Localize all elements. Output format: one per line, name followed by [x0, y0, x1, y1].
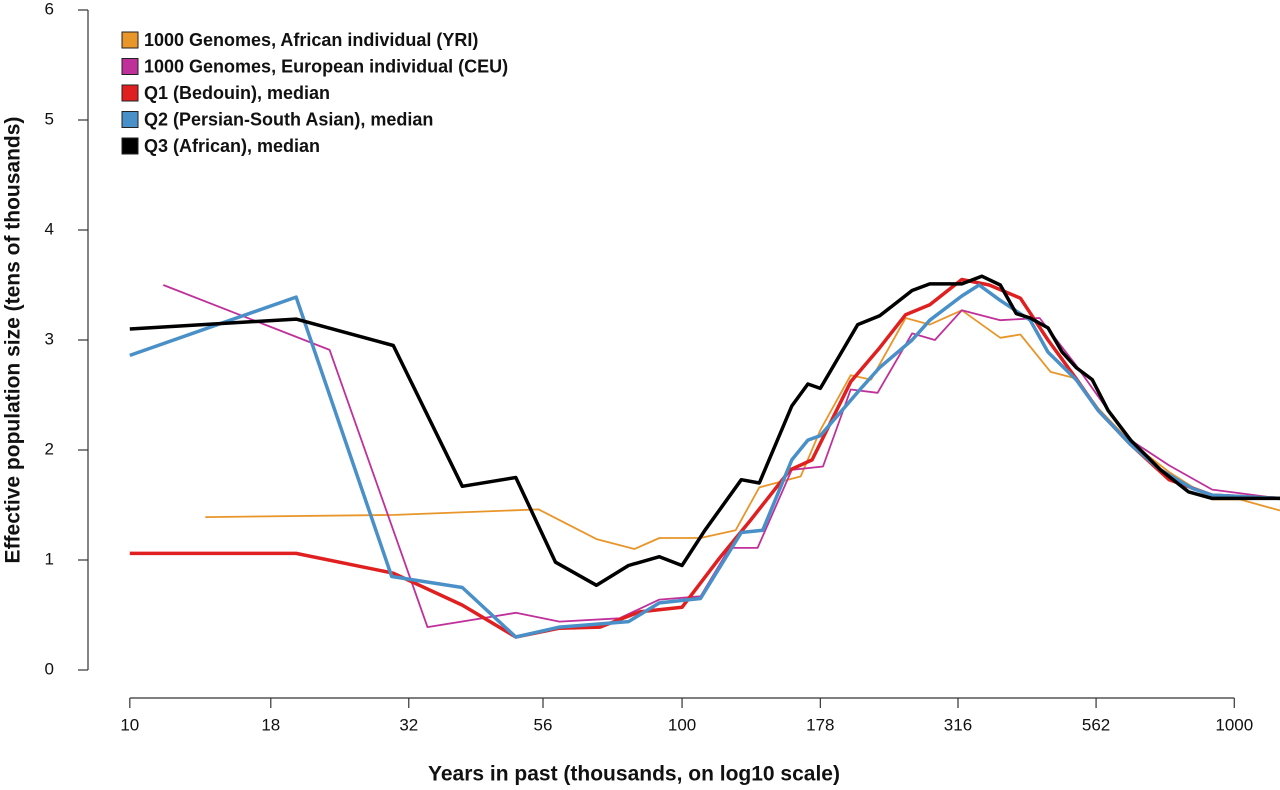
x-tick-label: 56: [534, 715, 553, 734]
x-tick-label: 562: [1082, 715, 1110, 734]
legend-label: Q3 (African), median: [144, 136, 320, 156]
y-tick-label: 6: [45, 0, 54, 18]
y-tick-label: 0: [45, 659, 54, 678]
legend-label: Q1 (Bedouin), median: [144, 83, 330, 103]
x-axis-title: Years in past (thousands, on log10 scale…: [428, 763, 840, 786]
legend-swatch: [121, 137, 139, 155]
legend-swatch: [121, 31, 139, 49]
x-tick-label: 316: [944, 715, 972, 734]
y-tick-label: 4: [45, 219, 54, 238]
legend-swatch: [121, 58, 139, 75]
x-tick-label: 1000: [1215, 715, 1253, 734]
y-tick-label: 2: [45, 439, 54, 458]
legend-swatch: [121, 111, 139, 128]
y-tick-label: 5: [45, 109, 54, 128]
x-tick-label: 32: [399, 715, 418, 734]
legend-label: 1000 Genomes, European individual (CEU): [144, 56, 508, 76]
y-axis-title: Effective population size (tens of thous…: [2, 117, 25, 564]
x-tick-label: 100: [668, 715, 696, 734]
series-line: [129, 274, 1280, 588]
legend-swatch: [121, 84, 139, 102]
y-tick-label: 1: [45, 549, 54, 568]
x-tick-label: 10: [120, 715, 139, 734]
x-tick-label: 178: [806, 715, 834, 734]
legend-label: 1000 Genomes, African individual (YRI): [144, 30, 478, 50]
x-tick-label: 18: [261, 715, 280, 734]
series-line: [129, 283, 1280, 639]
legend-label: Q2 (Persian-South Asian), median: [144, 109, 433, 129]
y-tick-label: 3: [45, 329, 54, 348]
series-line: [129, 277, 1280, 639]
series-line: [162, 284, 1280, 628]
